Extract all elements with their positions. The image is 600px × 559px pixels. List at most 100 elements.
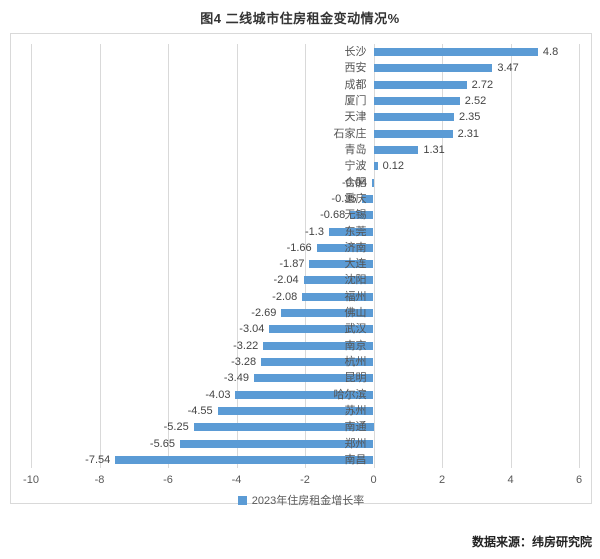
category-label-福州: 福州	[344, 290, 367, 303]
category-label-武汉: 武汉	[344, 323, 367, 336]
bar-苏州	[217, 406, 374, 415]
x-tick-label: 6	[575, 474, 583, 486]
gridline	[99, 44, 101, 468]
x-tick-label: 2	[438, 474, 446, 486]
category-label-昆明: 昆明	[344, 372, 367, 385]
value-label-西安: 3.47	[497, 62, 519, 75]
category-label-南通: 南通	[344, 421, 367, 434]
bar-沈阳	[303, 276, 374, 285]
category-label-重庆: 重庆	[344, 192, 367, 205]
x-tick-label: 4	[507, 474, 514, 486]
data-source-note: 数据来源：纬房研究院	[471, 535, 592, 549]
gridline	[510, 44, 512, 468]
chart-title: 图4 二线城市住房租金变动情况%	[200, 11, 400, 26]
bar-石家庄	[373, 129, 453, 138]
value-label-成都: 2.72	[471, 78, 494, 91]
bar-合肥	[372, 178, 374, 187]
bar-厦门	[373, 97, 460, 106]
value-label-合肥: -0.04	[342, 176, 368, 189]
bar-济南	[316, 243, 374, 252]
gridline	[442, 44, 443, 468]
value-label-南通: -5.25	[163, 421, 189, 434]
legend: 2023年住房租金增长率	[11, 492, 591, 508]
x-tick-label: -10	[23, 474, 39, 486]
value-label-宁波: 0.12	[382, 160, 405, 173]
bar-福州	[302, 292, 374, 301]
value-label-天津: 2.35	[458, 111, 481, 124]
category-label-哈尔滨: 哈尔滨	[333, 388, 367, 401]
value-label-郑州: -5.65	[149, 437, 175, 450]
bar-西安	[373, 64, 493, 73]
gridline	[305, 44, 306, 468]
category-label-无锡: 无锡	[344, 209, 367, 222]
value-label-长沙: 4.8	[542, 46, 559, 59]
category-label-沈阳: 沈阳	[344, 274, 367, 287]
bar-哈尔滨	[235, 390, 374, 399]
value-label-南昌: -7.54	[85, 453, 111, 466]
legend-label: 2023年住房租金增长率	[251, 495, 365, 507]
x-tick-label: -2	[300, 474, 310, 486]
bar-杭州	[261, 358, 374, 366]
value-label-昆明: -3.49	[223, 372, 249, 385]
bar-青岛	[373, 146, 419, 154]
bar-郑州	[179, 439, 374, 448]
category-label-杭州: 杭州	[344, 356, 367, 368]
category-label-南昌: 南昌	[344, 453, 367, 466]
value-label-福州: -2.08	[272, 290, 298, 303]
category-label-西安: 西安	[344, 62, 367, 75]
gridline	[236, 44, 238, 468]
category-label-厦门: 厦门	[344, 95, 367, 108]
value-label-无锡: -0.68	[320, 209, 346, 222]
category-label-南京: 南京	[344, 339, 367, 352]
bar-无锡	[350, 211, 374, 220]
bar-大连	[309, 260, 374, 269]
category-label-宁波: 宁波	[344, 160, 367, 173]
value-label-沈阳: -2.04	[273, 274, 299, 287]
bar-天津	[373, 113, 454, 122]
bar-昆明	[253, 374, 374, 383]
category-label-东莞: 东莞	[344, 225, 367, 238]
value-label-厦门: 2.52	[464, 95, 487, 108]
bar-长沙	[373, 48, 538, 57]
category-label-成都: 成都	[344, 78, 367, 91]
category-label-郑州: 郑州	[344, 437, 367, 450]
x-tick-label: -4	[231, 474, 242, 486]
value-label-石家庄: 2.31	[457, 127, 480, 140]
legend-swatch-icon	[237, 495, 247, 505]
value-label-济南: -1.66	[286, 241, 312, 254]
bar-佛山	[281, 309, 374, 318]
bar-东莞	[328, 227, 374, 236]
value-label-南京: -3.22	[233, 339, 259, 352]
value-label-青岛: 1.31	[423, 144, 445, 156]
category-label-苏州: 苏州	[344, 404, 367, 417]
gridline	[579, 44, 580, 468]
chart-plot-area: 4.8 长沙 3.47 西安 2.72 成都 2.52 厦门 2.35 天津 2.31 石家庄 1.31…	[10, 33, 592, 507]
gridline	[31, 44, 32, 468]
x-tick-label: -6	[163, 474, 173, 486]
bar-宁波	[373, 162, 378, 171]
category-label-合肥: 合肥	[344, 176, 367, 189]
bar-南京	[263, 341, 374, 350]
value-label-苏州: -4.55	[187, 404, 213, 417]
category-label-青岛: 青岛	[344, 144, 367, 156]
category-label-济南: 济南	[344, 241, 367, 254]
value-label-东莞: -1.3	[305, 225, 324, 238]
bar-武汉	[269, 325, 374, 334]
bar-成都	[373, 80, 467, 89]
value-label-杭州: -3.28	[231, 356, 257, 368]
value-label-大连: -1.87	[279, 258, 305, 271]
bar-重庆	[361, 194, 374, 203]
category-label-佛山: 佛山	[344, 307, 367, 320]
value-label-武汉: -3.04	[239, 323, 265, 336]
value-label-佛山: -2.69	[251, 307, 277, 320]
category-label-大连: 大连	[344, 258, 367, 271]
category-label-天津: 天津	[344, 111, 367, 124]
gridline	[373, 44, 375, 468]
value-label-哈尔滨: -4.03	[205, 388, 231, 401]
x-tick-label: -8	[94, 474, 105, 486]
bar-南通	[193, 423, 374, 432]
x-tick-label: 0	[370, 474, 377, 486]
gridline	[168, 44, 169, 468]
value-label-重庆: -0.35	[331, 192, 357, 205]
category-label-石家庄: 石家庄	[333, 127, 367, 140]
